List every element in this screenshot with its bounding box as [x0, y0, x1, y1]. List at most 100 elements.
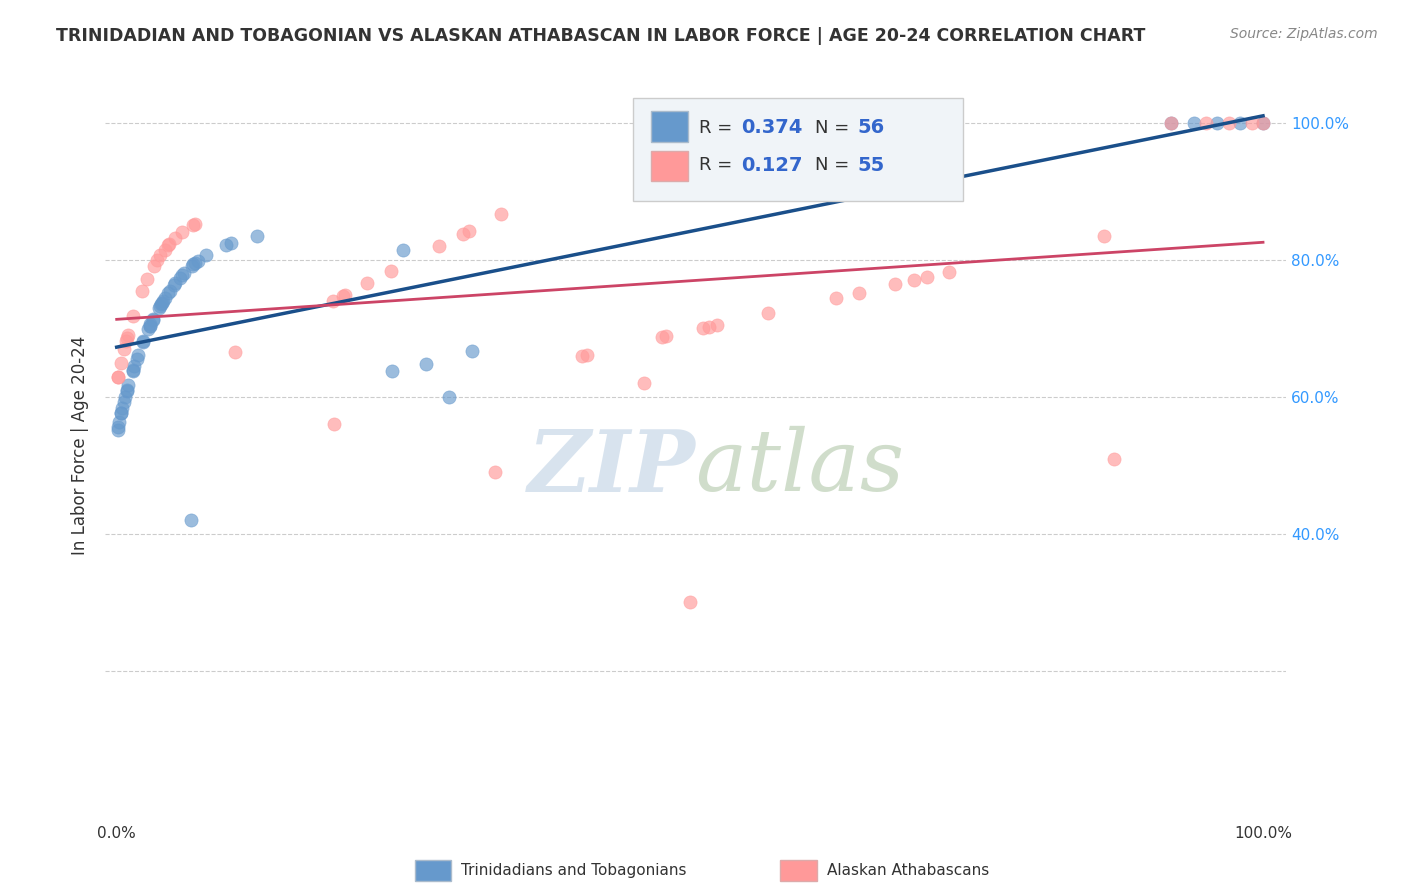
Point [115, 384, 138, 398]
Point [107, 424, 129, 438]
Point [381, 363, 404, 377]
Point [132, 335, 155, 350]
Point [323, 417, 346, 432]
Text: Trinidadians and Tobagonians: Trinidadians and Tobagonians [461, 863, 686, 878]
Point [1102, 451, 1125, 466]
Point [107, 370, 129, 384]
Point [132, 334, 155, 348]
Point [107, 369, 129, 384]
Point [1160, 116, 1182, 130]
Point [152, 294, 174, 309]
Point [415, 358, 437, 372]
Point [215, 237, 238, 252]
Point [484, 466, 506, 480]
Point [150, 295, 173, 310]
Point [187, 254, 209, 268]
Point [110, 356, 132, 370]
Point [380, 264, 402, 278]
Point [184, 217, 207, 231]
Point [322, 294, 344, 309]
Point [335, 287, 357, 301]
Point [571, 349, 593, 363]
Point [149, 299, 172, 313]
Point [824, 291, 846, 305]
Point [427, 239, 450, 253]
Point [437, 391, 460, 405]
Text: Source: ZipAtlas.com: Source: ZipAtlas.com [1230, 27, 1378, 41]
Point [142, 260, 165, 274]
Point [112, 342, 135, 356]
Point [110, 406, 132, 420]
Point [121, 364, 143, 378]
Text: R =: R = [699, 156, 733, 174]
Point [575, 348, 598, 362]
Point [1240, 116, 1263, 130]
Point [142, 311, 165, 326]
Text: TRINIDADIAN AND TOBAGONIAN VS ALASKAN ATHABASCAN IN LABOR FORCE | AGE 20-24 CORR: TRINIDADIAN AND TOBAGONIAN VS ALASKAN AT… [56, 27, 1146, 45]
Point [115, 334, 138, 348]
Point [1092, 229, 1115, 244]
Point [332, 289, 354, 303]
Point [138, 319, 160, 334]
Point [138, 318, 160, 333]
Point [115, 384, 138, 398]
Point [633, 376, 655, 391]
Point [194, 248, 217, 262]
Point [692, 321, 714, 335]
Point [153, 291, 176, 305]
Point [1251, 116, 1274, 130]
Point [169, 270, 191, 285]
Point [451, 227, 474, 241]
Point [697, 319, 720, 334]
Point [149, 297, 172, 311]
Point [139, 317, 162, 331]
Point [107, 420, 129, 434]
Point [655, 329, 678, 343]
Point [159, 284, 181, 298]
Point [224, 344, 246, 359]
Point [122, 362, 145, 376]
Point [392, 243, 415, 257]
Point [153, 243, 176, 257]
Point [246, 228, 269, 243]
Point [884, 277, 907, 292]
Point [173, 266, 195, 280]
Point [149, 248, 172, 262]
Point [108, 415, 131, 429]
Point [146, 253, 169, 268]
Text: ZIP: ZIP [527, 425, 696, 509]
Text: 55: 55 [858, 155, 884, 175]
Point [1251, 116, 1274, 130]
Point [651, 330, 673, 344]
Point [356, 277, 378, 291]
Point [1195, 116, 1218, 130]
Point [148, 301, 170, 315]
Text: 0.374: 0.374 [741, 118, 803, 137]
Point [112, 395, 135, 409]
Point [938, 265, 960, 279]
Point [706, 318, 728, 332]
Point [124, 359, 146, 373]
Point [219, 235, 242, 250]
Text: R =: R = [699, 119, 733, 136]
Point [117, 378, 139, 392]
Point [111, 401, 134, 415]
Point [165, 276, 187, 290]
Point [458, 224, 481, 238]
Text: Alaskan Athabascans: Alaskan Athabascans [827, 863, 988, 878]
Point [183, 257, 205, 271]
Point [141, 313, 163, 327]
Point [915, 269, 938, 284]
Point [180, 259, 202, 273]
Point [127, 348, 149, 362]
Point [131, 284, 153, 298]
Point [114, 390, 136, 404]
Text: N =: N = [815, 156, 849, 174]
Point [679, 595, 702, 609]
Point [489, 207, 512, 221]
Point [1218, 116, 1240, 130]
Point [1160, 116, 1182, 130]
Point [117, 327, 139, 342]
Point [181, 218, 204, 232]
Point [157, 285, 180, 300]
